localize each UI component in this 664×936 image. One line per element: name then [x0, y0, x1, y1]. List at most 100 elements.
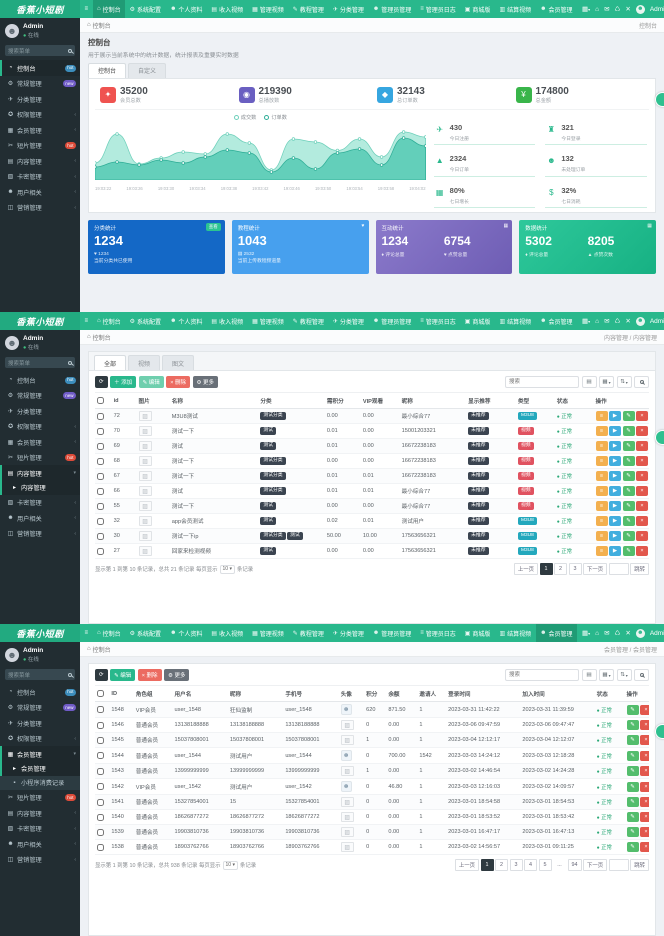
- export-icon[interactable]: ⇅ ▾: [616, 669, 632, 681]
- page-3[interactable]: 3: [568, 563, 582, 575]
- sidebar-item-会员管理[interactable]: ▦ 会员管理 ‹: [0, 122, 80, 138]
- column-header-用户名[interactable]: 用户名: [172, 685, 228, 702]
- summary-card-分类统计[interactable]: 分类统计 查看 1234 ♥ 1234 当前分类共已使用: [88, 220, 225, 274]
- avatar-placeholder[interactable]: ▨: [340, 720, 354, 730]
- nav-item-11[interactable]: ▥ 结算视频: [495, 312, 536, 330]
- sidebar-item-短片管理[interactable]: ✂ 短片管理 hot: [0, 450, 80, 466]
- page-5[interactable]: 5: [538, 859, 552, 871]
- delete-row-button[interactable]: ×: [636, 441, 648, 451]
- user-name[interactable]: Admin: [649, 5, 664, 13]
- per-page-select[interactable]: 10 ▾: [222, 860, 238, 870]
- row-checkbox[interactable]: [97, 502, 104, 510]
- row-checkbox[interactable]: [97, 517, 104, 525]
- edit-row-button[interactable]: ✎: [626, 750, 639, 761]
- column-header-手机号[interactable]: 手机号: [283, 685, 339, 702]
- page-jump-button[interactable]: 跳转: [630, 563, 649, 575]
- nav-item-3[interactable]: ☻ 个人资料: [166, 0, 207, 18]
- row-checkbox[interactable]: [97, 721, 104, 729]
- summary-card-互动统计[interactable]: 互动统计 ▦ 1234 ♦ 评论总量 6754 ♥ 点赞总量: [375, 220, 513, 274]
- sidebar-item-权限管理[interactable]: ✪ 权限管理 ‹: [0, 107, 80, 123]
- row-checkbox[interactable]: [97, 472, 104, 480]
- sidebar-item-常规管理[interactable]: ⚙ 常规管理 new: [0, 76, 80, 92]
- nav-item-9[interactable]: ≡ 管理员日志: [416, 0, 461, 18]
- profile-avatar[interactable]: ☻: [5, 648, 19, 663]
- row-checkbox[interactable]: [97, 813, 104, 821]
- detail-button[interactable]: ≡: [595, 546, 608, 556]
- column-header-昵称[interactable]: 昵称: [399, 392, 467, 409]
- column-header-名称[interactable]: 名称: [169, 392, 259, 409]
- avatar-placeholder[interactable]: ▨: [340, 735, 354, 745]
- search-input[interactable]: [505, 376, 579, 388]
- column-header-登录时间[interactable]: 登录时间: [446, 685, 521, 702]
- delete-row-button[interactable]: ×: [640, 842, 649, 852]
- row-checkbox[interactable]: [97, 828, 104, 836]
- page-next[interactable]: 下一页: [583, 859, 608, 871]
- select-all-checkbox[interactable]: [97, 690, 104, 697]
- sidebar-item-权限管理[interactable]: ✪ 权限管理 ‹: [0, 419, 80, 435]
- search-input[interactable]: [505, 669, 579, 681]
- delete-row-button[interactable]: ×: [636, 411, 648, 421]
- user-name[interactable]: Admin: [649, 629, 664, 637]
- row-checkbox[interactable]: [97, 752, 104, 759]
- columns-icon[interactable]: ▦ ▾: [599, 669, 614, 681]
- nav-item-10[interactable]: ▣ 商城版: [460, 0, 495, 18]
- nav-item-6[interactable]: ✎ 教程管理: [288, 312, 328, 330]
- column-header-id[interactable]: id: [111, 392, 137, 409]
- column-header-角色组[interactable]: 角色组: [133, 685, 173, 702]
- sidebar-item-会员管理[interactable]: ▦ 会员管理 ‹: [0, 434, 80, 450]
- row-checkbox[interactable]: [97, 547, 104, 555]
- avatar-placeholder[interactable]: ▨: [340, 766, 354, 776]
- row-checkbox[interactable]: [97, 767, 104, 775]
- nav-item-12[interactable]: ☻ 会员管理: [535, 624, 577, 642]
- row-checkbox[interactable]: [97, 457, 104, 465]
- column-header-状态[interactable]: 状态: [594, 685, 625, 702]
- nav-item-1[interactable]: ⌂ 控制台: [92, 0, 126, 18]
- detail-button[interactable]: ≡: [595, 411, 608, 421]
- delete-row-button[interactable]: ×: [636, 486, 648, 496]
- thumbnail-placeholder[interactable]: ▨: [138, 426, 152, 436]
- avatar-placeholder[interactable]: ▨: [340, 797, 354, 807]
- edit-row-button[interactable]: ✎: [622, 516, 635, 526]
- delete-row-button[interactable]: ×: [640, 781, 649, 792]
- thumbnail-placeholder[interactable]: ▨: [138, 411, 152, 421]
- page-next[interactable]: 下一页: [583, 563, 608, 575]
- refresh-button[interactable]: ⟳: [95, 376, 108, 388]
- preview-button[interactable]: ▶: [609, 501, 621, 511]
- nav-item-7[interactable]: ✈ 分类管理: [328, 624, 368, 642]
- preview-button[interactable]: ▶: [609, 531, 621, 541]
- edit-row-button[interactable]: ✎: [626, 797, 639, 807]
- sidebar-search[interactable]: 搜索菜单: [5, 669, 75, 681]
- sidebar-item-分类管理[interactable]: ✈ 分类管理: [0, 715, 80, 731]
- tab-全部[interactable]: 全部: [94, 355, 127, 370]
- nav-item-11[interactable]: ▥ 结算视频: [495, 624, 536, 642]
- nav-item-9[interactable]: ≡ 管理员日志: [416, 312, 461, 330]
- mail-icon[interactable]: ✉: [604, 630, 610, 637]
- thumbnail-placeholder[interactable]: ▨: [138, 471, 152, 481]
- column-header-加入时间[interactable]: 加入时间: [520, 685, 595, 702]
- preview-button[interactable]: ▶: [609, 486, 621, 496]
- detail-button[interactable]: ≡: [595, 501, 608, 511]
- nav-item-11[interactable]: ▥ 结算视频: [495, 0, 536, 18]
- sidebar-item-营销管理[interactable]: ◫ 营销管理 ‹: [0, 526, 80, 542]
- sidebar-item-会员管理[interactable]: ▦ 会员管理 ▾: [0, 746, 80, 762]
- breadcrumb-left[interactable]: 控制台: [92, 647, 111, 654]
- nav-item-12[interactable]: ☻ 会员管理: [536, 0, 577, 18]
- edit-row-button[interactable]: ✎: [626, 720, 639, 730]
- sidebar-subitem-会员管理[interactable]: ▸ 会员管理: [0, 761, 80, 776]
- nav-item-8[interactable]: ☻ 管理员管理: [368, 0, 415, 18]
- nav-item-12[interactable]: ☻ 会员管理: [536, 312, 577, 330]
- sidebar-item-用户相关[interactable]: ☻ 用户相关 ‹: [0, 510, 80, 526]
- row-checkbox[interactable]: [97, 798, 104, 806]
- page-1[interactable]: 1: [539, 563, 553, 575]
- legend-item-订单数[interactable]: 订单数: [264, 114, 287, 121]
- sidebar-search[interactable]: 搜索菜单: [5, 357, 75, 369]
- delete-row-button[interactable]: ×: [636, 471, 648, 481]
- delete-row-button[interactable]: ×: [640, 797, 649, 807]
- sidebar-item-分类管理[interactable]: ✈ 分类管理: [0, 91, 80, 107]
- more-button[interactable]: ⚙ 更多: [192, 376, 218, 388]
- edit-row-button[interactable]: ✎: [622, 411, 635, 421]
- sidebar-item-短片管理[interactable]: ✂ 短片管理 hot: [0, 138, 80, 154]
- column-header-余额[interactable]: 余额: [386, 685, 418, 702]
- tab-图文[interactable]: 图文: [162, 355, 195, 370]
- column-header-操作[interactable]: 操作: [593, 392, 649, 409]
